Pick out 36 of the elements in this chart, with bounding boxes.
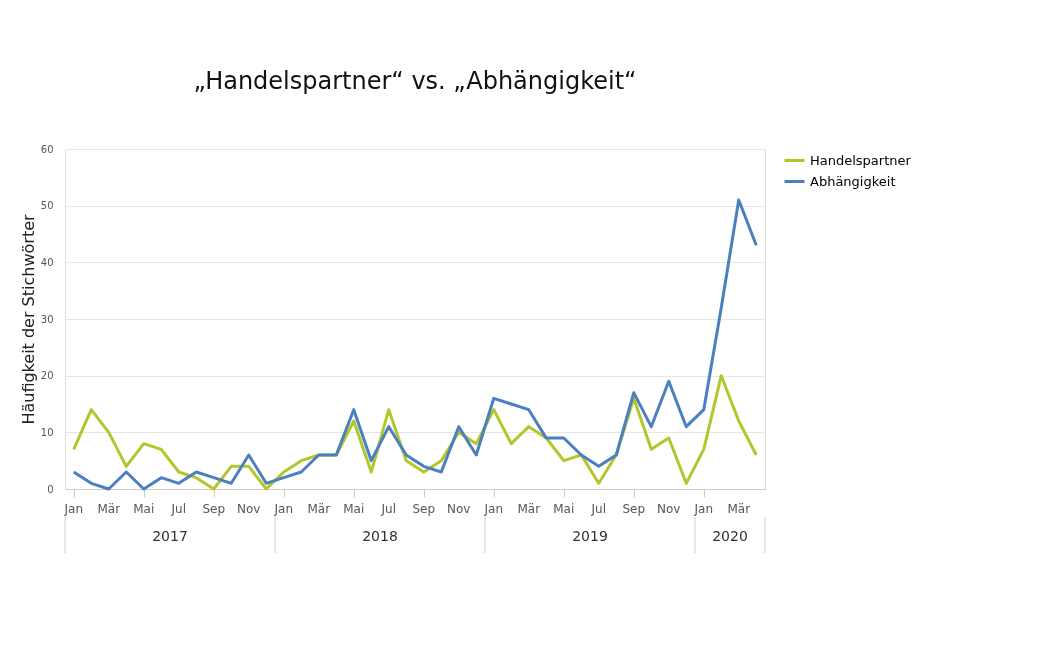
line-series (72, 198, 758, 491)
legend-label: Abhängigkeit (810, 173, 896, 189)
x-tick-label: Jul (590, 502, 606, 516)
x-tick-label: Nov (237, 502, 261, 516)
x-tick-label: Mär (97, 502, 121, 516)
y-tick-label: 30 (40, 313, 54, 325)
x-tick-label: Mär (727, 502, 751, 516)
x-tick-label: Nov (447, 502, 471, 516)
chart-title: „Handelspartner“ vs. „Abhängigkeit“ (193, 67, 637, 95)
x-tick-label: Jan (693, 502, 713, 516)
x-tick-label: Jul (170, 502, 186, 516)
x-tick-label: Mär (517, 502, 541, 516)
x-tick-label: Jul (380, 502, 396, 516)
text: 2019 (572, 528, 608, 544)
text: 2020 (712, 528, 748, 544)
text: 2017 (152, 528, 188, 544)
x-tick-label: Jan (483, 502, 503, 516)
x-tick-label: Jan (273, 502, 293, 516)
y-tick-label: 50 (40, 200, 54, 212)
x-tick-label: Nov (657, 502, 681, 516)
x-tick-label: Sep (202, 502, 226, 516)
x-tick-label: Mai (553, 502, 575, 516)
y-axis-title: Häufigkeit der Stichwörter (18, 213, 38, 425)
x-tick-label: Sep (412, 502, 436, 516)
text: 2018 (362, 528, 398, 544)
y-tick-label: 60 (40, 143, 54, 155)
y-tick-label: 20 (40, 370, 54, 382)
y-tick-label: 40 (40, 256, 54, 268)
y-tick-label: 10 (40, 426, 54, 438)
y-tick-label: 0 (47, 483, 54, 495)
x-tick-label: Sep (622, 502, 646, 516)
x-tick-label: Mär (307, 502, 331, 516)
x-tick-label: Mai (133, 502, 155, 516)
x-tick-label: Jan (63, 502, 83, 516)
legend-label: Handelspartner (810, 152, 912, 168)
x-tick-label: Mai (343, 502, 365, 516)
